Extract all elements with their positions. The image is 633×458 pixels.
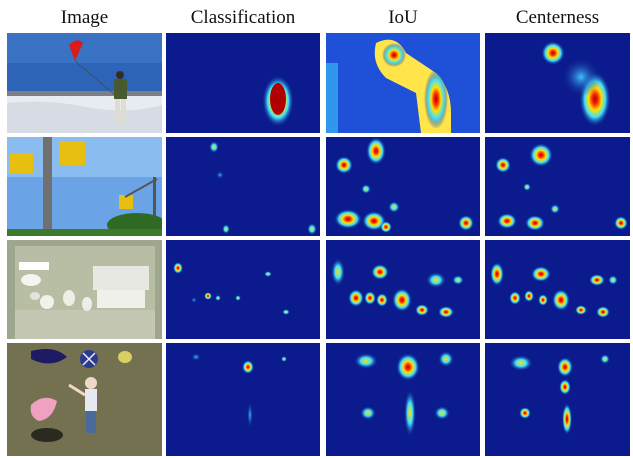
heatmap-centerness [485, 137, 630, 236]
heatmap-classification [166, 33, 320, 133]
row-traffic-lights [0, 137, 633, 236]
heatmap-centerness [485, 33, 630, 133]
heatmap-iou [326, 137, 480, 236]
heatmap-iou [326, 343, 480, 456]
row-kite-flyer [0, 33, 633, 133]
column-header-centerness: Centerness [515, 7, 600, 28]
heatmap-iou [326, 33, 480, 133]
photo-child-with-kites [7, 343, 162, 456]
column-header-iou: IoU [388, 7, 418, 28]
row-ceramics [0, 240, 633, 339]
heatmap-classification [166, 240, 320, 339]
photo-kite-flyer [7, 33, 162, 133]
heatmap-iou [326, 240, 480, 339]
row-child-with-kites [0, 343, 633, 456]
column-header-image: Image [60, 7, 109, 28]
photo-ceramics [7, 240, 162, 339]
heatmap-centerness [485, 343, 630, 456]
heatmap-centerness [485, 240, 630, 339]
heatmap-classification [166, 137, 320, 236]
heatmap-classification [166, 343, 320, 456]
photo-traffic-lights [7, 137, 162, 236]
column-header-classification: Classification [190, 7, 296, 28]
